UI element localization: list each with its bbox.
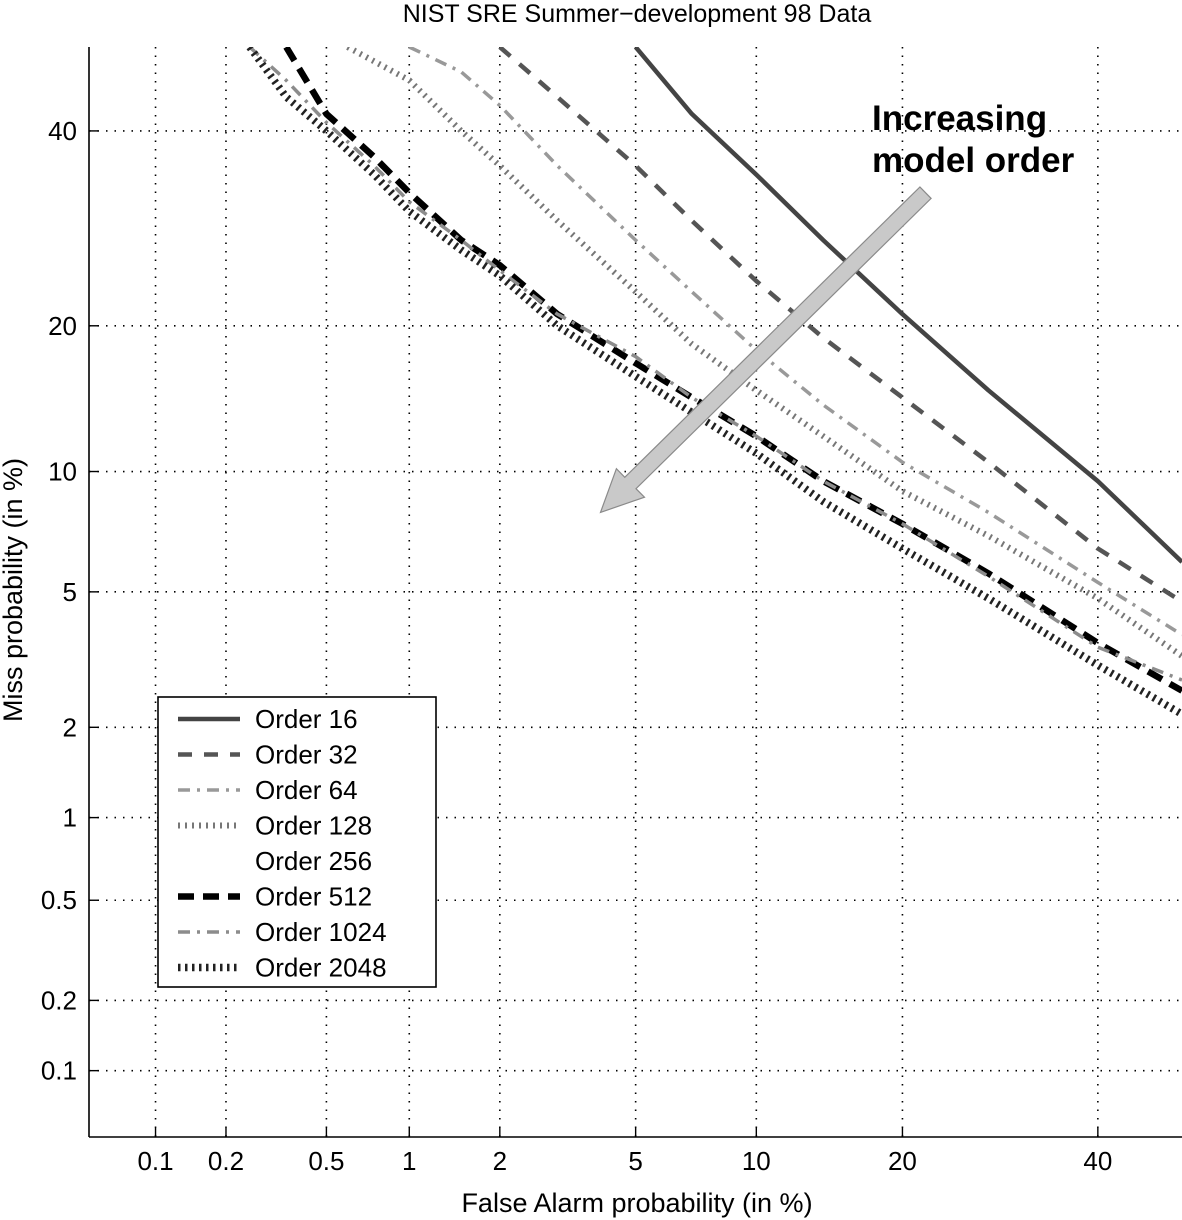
series-lines [246,47,1182,718]
model-order-annotation: Increasing model order [599,99,1075,514]
legend-label: Order 64 [255,775,358,805]
x-tick-label: 2 [493,1146,507,1176]
x-tick-label: 20 [888,1146,917,1176]
x-tick-label: 0.5 [308,1146,344,1176]
series-line-order-32 [498,47,1182,604]
annotation-line-1: Increasing [872,99,1047,138]
y-tick-label: 1 [63,803,77,833]
y-tick-label: 10 [48,457,77,487]
legend-label: Order 256 [255,846,372,876]
legend-label: Order 1024 [255,917,387,947]
legend-label: Order 512 [255,882,372,912]
x-tick-label: 0.2 [208,1146,244,1176]
tick-labels: 0.1 0.2 0.5 1 2 5 10 20 40 0.1 0.2 0.5 1 2 5 10 20 40 [41,116,1112,1176]
legend-box [157,696,437,988]
legend-label: Order 32 [255,740,358,770]
y-tick-label: 0.2 [41,985,77,1015]
arrow-icon [599,186,932,514]
y-tick-label: 2 [63,712,77,742]
legend-label: Order 128 [255,811,372,841]
y-tick-label: 40 [48,116,77,146]
y-axis-label: Miss probability (in %) [0,458,28,722]
y-tick-label: 0.5 [41,885,77,915]
x-tick-label: 5 [628,1146,642,1176]
series-line-order-128 [346,47,1182,659]
x-axis-label: False Alarm probability (in %) [461,1188,812,1218]
x-tick-label: 0.1 [137,1146,173,1176]
legend-label: Order 2048 [255,953,387,983]
chart-title: NIST SRE Summer−development 98 Data [403,0,872,28]
x-tick-label: 40 [1083,1146,1112,1176]
y-tick-label: 5 [63,577,77,607]
legend-label: Order 16 [255,704,358,734]
series-line-order-2048 [246,47,1182,718]
series-line-order-16 [633,47,1182,564]
y-tick-label: 20 [48,311,77,341]
x-tick-label: 10 [742,1146,771,1176]
legend: Order 16 Order 32 Order 64 Order 128 Order 2… [157,696,437,988]
annotation-line-2: model order [872,141,1075,180]
axes [88,47,1182,1138]
y-tick-label: 0.1 [41,1056,77,1086]
x-tick-label: 1 [402,1146,416,1176]
